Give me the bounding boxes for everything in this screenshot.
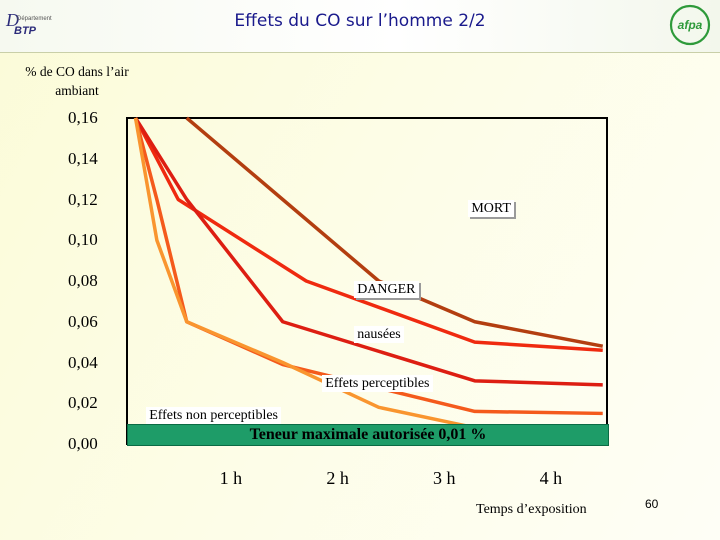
y-tick-label: 0,04 bbox=[68, 352, 98, 372]
zone-label: nausées bbox=[354, 325, 404, 343]
y-tick-label: 0,12 bbox=[68, 189, 98, 209]
zone-label: Effets perceptibles bbox=[322, 374, 433, 392]
x-tick-label: 4 h bbox=[539, 468, 563, 488]
y-tick-label: 0,00 bbox=[68, 434, 98, 453]
logo-initial: D bbox=[6, 10, 19, 30]
afpa-logo-text: afpa bbox=[678, 18, 703, 32]
y-tick-label: 0,08 bbox=[68, 271, 98, 290]
y-tick-label: 0,10 bbox=[68, 230, 98, 250]
curve-3 bbox=[134, 117, 603, 387]
afpa-logo: afpa bbox=[669, 4, 711, 46]
zone-label: DANGER bbox=[354, 281, 419, 299]
y-tick-label: 0,14 bbox=[68, 148, 98, 168]
y-axis-label: % de CO dans l’air ambiant bbox=[25, 64, 129, 98]
y-tick-label: 0,06 bbox=[68, 311, 98, 331]
page-number: 60 bbox=[645, 497, 659, 511]
x-tick-label: 3 h bbox=[433, 468, 456, 488]
x-axis-label: Temps d’exposition bbox=[476, 502, 587, 517]
curve-2 bbox=[133, 117, 603, 353]
page-title: Effets du CO sur l’homme 2/2 bbox=[234, 11, 486, 31]
y-tick-label: 0,16 bbox=[68, 108, 98, 127]
max-concentration-limit-bar: Teneur maximale autorisée 0,01 % bbox=[127, 424, 609, 446]
departement-btp-logo: D Département BTP bbox=[6, 10, 56, 40]
curve-1 bbox=[185, 116, 604, 348]
y-tick-label: 0,02 bbox=[68, 393, 98, 413]
logo-name: BTP bbox=[14, 25, 36, 37]
x-tick-label: 1 h bbox=[219, 468, 243, 488]
zone-label: Effets non perceptibles bbox=[146, 407, 281, 425]
slide-header: D Département BTP Effets du CO sur l’hom… bbox=[0, 0, 720, 53]
x-tick-label: 2 h bbox=[326, 468, 349, 488]
zone-label: MORT bbox=[468, 199, 514, 217]
curve-4 bbox=[133, 117, 603, 416]
logo-subtitle: Département bbox=[17, 16, 52, 22]
